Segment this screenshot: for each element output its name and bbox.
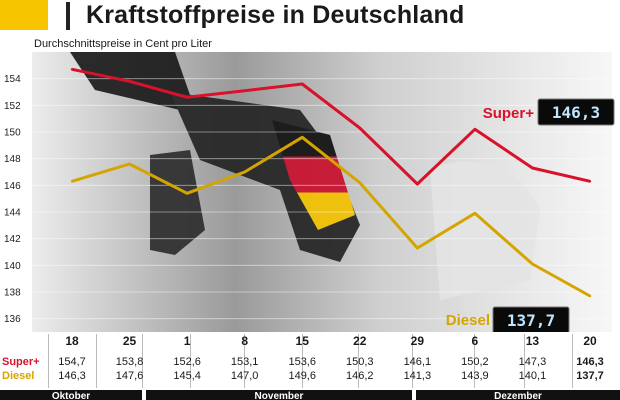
super-value: 153,6 xyxy=(288,356,316,368)
y-tick-label: 144 xyxy=(4,208,21,219)
y-tick-label: 152 xyxy=(4,101,21,112)
diesel-value: 145,4 xyxy=(173,370,201,382)
value-table: 18 154,7 146,3 25 153,8 147,6 1 152,6 145,4 8 153,… xyxy=(0,332,620,400)
data-point-diesel xyxy=(70,180,74,183)
date-label: 25 xyxy=(122,334,137,348)
data-point-super xyxy=(416,182,419,186)
chart-subtitle: Durchschnittspreise in Cent pro Liter xyxy=(34,38,212,50)
column-divider xyxy=(48,334,49,388)
y-tick-label: 150 xyxy=(4,128,21,139)
super-value: 152,6 xyxy=(173,356,201,368)
accent-block xyxy=(0,0,48,30)
chart-title: Kraftstoffpreise in Deutschland xyxy=(86,1,465,29)
column-divider xyxy=(524,334,525,388)
super-value: 147,3 xyxy=(518,356,547,368)
super-value: 153,1 xyxy=(230,356,259,368)
date-label: 29 xyxy=(410,334,424,348)
super-value: 150,3 xyxy=(346,356,374,368)
column-divider xyxy=(190,334,191,388)
diesel-value: 141,3 xyxy=(403,370,432,382)
data-point-super xyxy=(301,82,304,86)
month-label: November xyxy=(146,390,412,400)
y-tick-label: 142 xyxy=(4,234,21,245)
data-point-diesel xyxy=(531,262,534,266)
super-value: 150,2 xyxy=(461,356,489,368)
data-point-super xyxy=(70,68,74,71)
column-divider xyxy=(96,334,97,388)
date-label: 22 xyxy=(353,334,367,348)
price-display-diesel xyxy=(492,306,570,332)
data-point-diesel xyxy=(358,181,361,184)
month-label: Dezember xyxy=(416,390,620,400)
data-point-diesel xyxy=(185,192,189,195)
date-label: 8 xyxy=(241,334,248,348)
data-point-super xyxy=(128,80,131,83)
month-label: Oktober xyxy=(0,390,142,400)
header: Kraftstoffpreise in Deutschland xyxy=(0,0,620,34)
series-label-diesel: Diesel xyxy=(446,312,490,329)
super-row-label: Super+ xyxy=(2,356,40,368)
column-divider xyxy=(302,334,303,388)
diesel-value: 137,7 xyxy=(576,370,604,382)
y-tick-label: 146 xyxy=(4,181,21,192)
data-point-diesel xyxy=(243,170,246,174)
column-divider xyxy=(142,334,143,388)
data-point-diesel xyxy=(473,212,477,215)
column-divider xyxy=(474,334,475,388)
data-point-diesel xyxy=(128,162,131,166)
data-point-super xyxy=(243,89,246,92)
data-point-diesel xyxy=(301,136,304,139)
column-divider xyxy=(572,334,573,388)
price-display-super xyxy=(537,98,615,126)
diesel-value: 143,9 xyxy=(461,370,489,382)
date-label: 6 xyxy=(471,334,479,348)
data-point-diesel xyxy=(588,294,592,298)
diesel-value: 147,0 xyxy=(230,370,259,382)
date-label: 1 xyxy=(183,334,191,348)
price-display-value-super: 146,3 xyxy=(552,103,600,122)
super-value: 146,1 xyxy=(403,356,432,368)
date-label: 15 xyxy=(295,334,309,348)
column-divider xyxy=(358,334,359,388)
date-label: 18 xyxy=(65,334,79,348)
y-tick-label: 148 xyxy=(4,154,21,165)
date-label: 13 xyxy=(525,334,540,348)
series-line-diesel xyxy=(71,135,591,298)
data-point-diesel xyxy=(416,246,419,250)
diesel-value: 149,6 xyxy=(288,370,316,382)
diesel-value: 146,2 xyxy=(346,370,374,382)
series-label-super: Super+ xyxy=(483,105,535,122)
super-value: 146,3 xyxy=(576,356,604,368)
data-point-super xyxy=(531,166,534,170)
super-value: 154,7 xyxy=(58,356,86,368)
super-value: 153,8 xyxy=(115,356,144,368)
date-label: 20 xyxy=(583,334,597,348)
y-tick-label: 138 xyxy=(4,288,21,299)
diesel-row-label: Diesel xyxy=(2,370,35,382)
diesel-value: 140,1 xyxy=(518,370,547,382)
diesel-value: 146,3 xyxy=(58,370,86,382)
data-point-super xyxy=(473,128,477,131)
column-divider xyxy=(244,334,245,388)
data-point-super xyxy=(358,126,361,130)
series-line-super xyxy=(71,67,591,186)
column-divider xyxy=(412,334,413,388)
data-point-super xyxy=(588,180,592,183)
title-divider xyxy=(66,2,70,30)
price-display-value-diesel: 137,7 xyxy=(507,311,555,330)
data-point-super xyxy=(185,96,189,99)
diesel-value: 147,6 xyxy=(115,370,144,382)
line-chart: 136 138 140 142 144 146 148 150 152 154 Super+ 146,… xyxy=(4,52,615,332)
y-tick-label: 136 xyxy=(4,314,21,325)
y-tick-label: 154 xyxy=(4,74,21,85)
y-tick-label: 140 xyxy=(4,261,21,272)
